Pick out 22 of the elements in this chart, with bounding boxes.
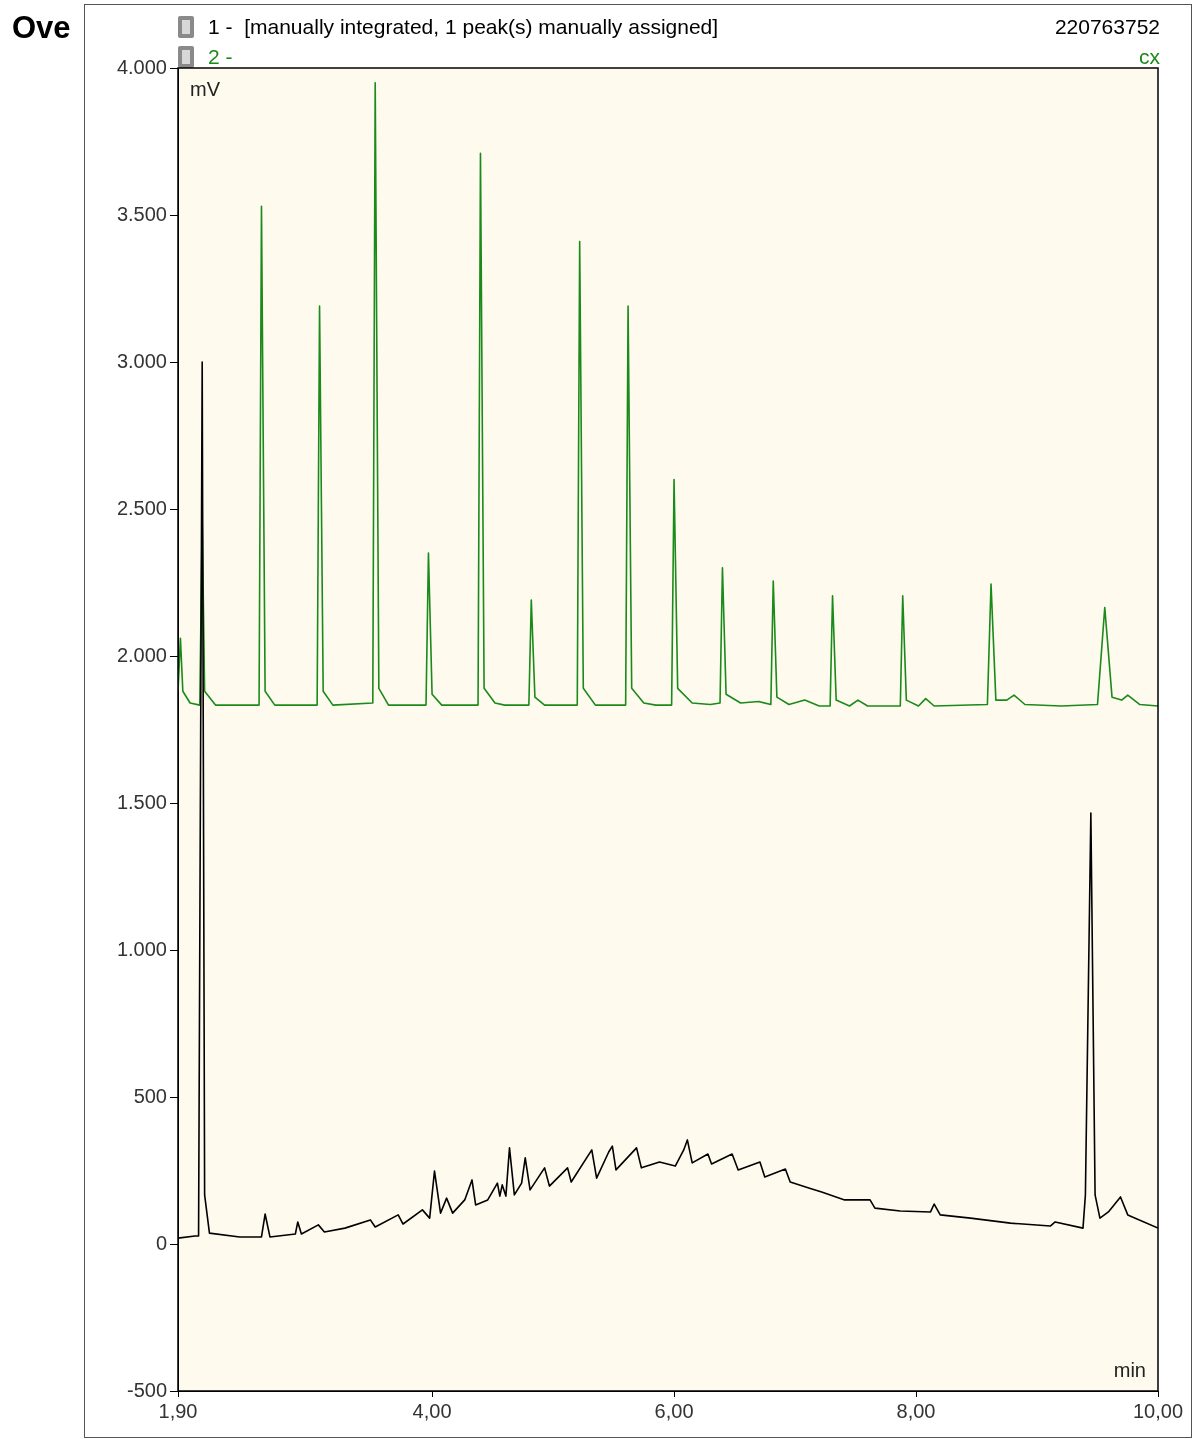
text: 2 - bbox=[208, 45, 233, 69]
x-tick-label: 1,90 bbox=[158, 1399, 198, 1422]
y-tick-label: 3.000 bbox=[116, 349, 167, 372]
x-axis-title: min bbox=[1113, 1358, 1146, 1381]
x-tick-label: 10,00 bbox=[1132, 1399, 1184, 1422]
y-axis-title: mV bbox=[190, 77, 221, 100]
y-tick-label: 0 bbox=[155, 1231, 167, 1254]
text: 220763752 bbox=[1054, 15, 1160, 39]
y-tick-label: 1.500 bbox=[116, 790, 167, 813]
text: cx bbox=[1139, 45, 1160, 69]
x-tick-label: 8,00 bbox=[896, 1399, 936, 1422]
y-tick-label: 2.500 bbox=[116, 496, 167, 519]
y-tick-label: 4.000 bbox=[116, 55, 167, 78]
y-tick-label: 500 bbox=[133, 1084, 167, 1107]
y-tick-label: -500 bbox=[126, 1378, 167, 1401]
x-tick-label: 4,00 bbox=[412, 1399, 452, 1422]
y-tick-label: 1.000 bbox=[116, 937, 167, 960]
x-tick-label: 6,00 bbox=[654, 1399, 694, 1422]
y-tick-label: 2.000 bbox=[116, 643, 167, 666]
chart-title: Ove bbox=[12, 10, 73, 46]
text: 1 - [manually integrated, 1 peak(s) manually assigned] bbox=[208, 15, 719, 39]
y-tick-label: 3.500 bbox=[116, 202, 167, 225]
